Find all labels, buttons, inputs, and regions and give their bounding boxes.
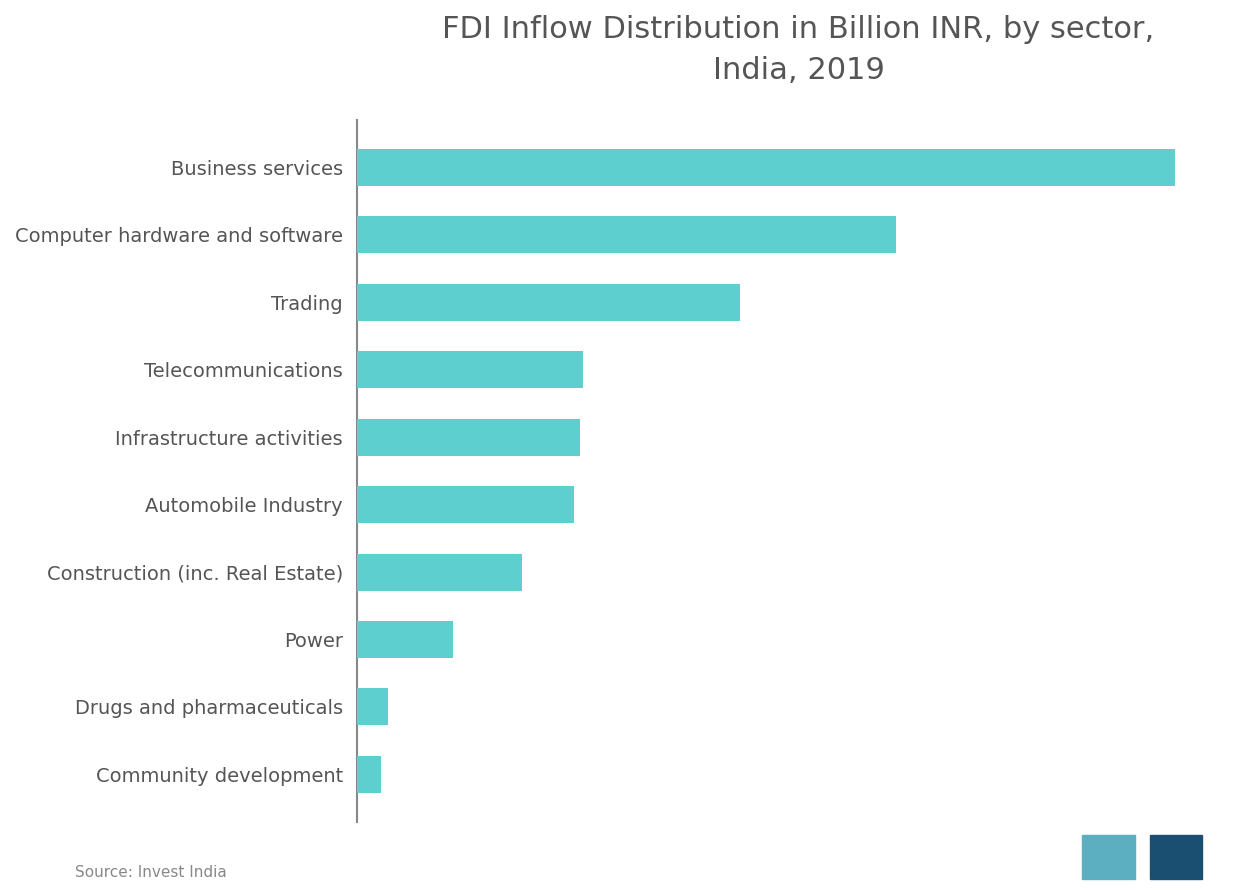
Bar <box>356 352 584 388</box>
Bar <box>356 149 1175 186</box>
Bar <box>1082 835 1135 878</box>
Bar <box>356 688 388 725</box>
Bar <box>356 554 522 591</box>
Bar <box>356 418 580 456</box>
Bar <box>356 756 382 793</box>
Title: FDI Inflow Distribution in Billion INR, by sector,
India, 2019: FDI Inflow Distribution in Billion INR, … <box>442 15 1155 85</box>
Bar <box>356 486 575 523</box>
Bar <box>356 284 739 320</box>
Bar <box>356 216 896 254</box>
Bar <box>1150 835 1202 878</box>
Bar <box>356 621 453 658</box>
Text: Source: Invest India: Source: Invest India <box>75 865 227 879</box>
